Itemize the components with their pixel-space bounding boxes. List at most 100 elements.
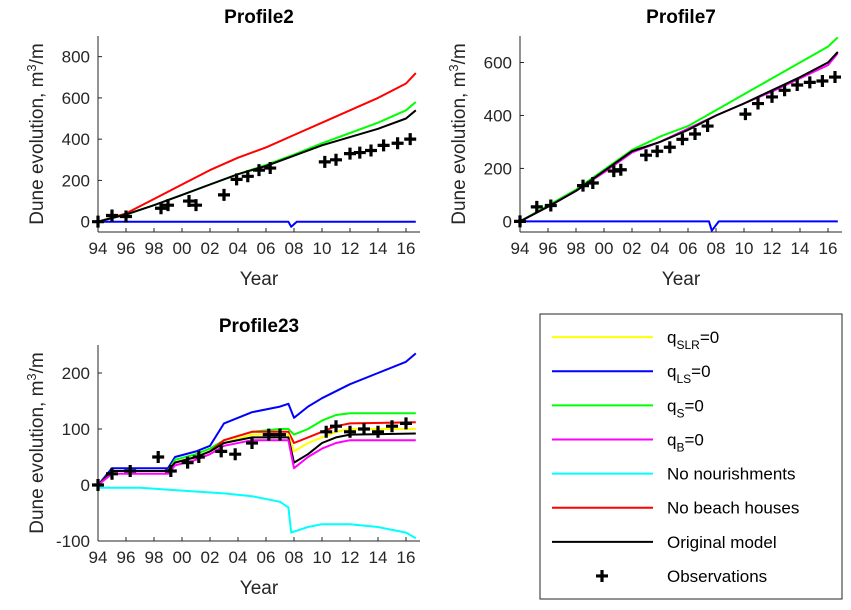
- observation-marker: [274, 428, 286, 441]
- x-tick-label: 98: [145, 239, 164, 258]
- x-axis-label: Year: [662, 269, 701, 290]
- observation-marker: [614, 163, 627, 176]
- legend-item: qSLR=0: [552, 328, 719, 352]
- legend-box: [539, 313, 843, 600]
- y-axis-label: Dune evolution, m3/m: [24, 352, 48, 534]
- legend-item: qLS=0: [552, 362, 711, 386]
- x-tick-label: 10: [313, 548, 332, 567]
- observation-marker: [120, 210, 132, 223]
- x-tick-label: 04: [651, 239, 670, 258]
- legend-label-tail: =0: [684, 430, 703, 449]
- legend-label: Original model: [667, 533, 777, 552]
- observation-marker: [577, 179, 589, 192]
- y-tick-label: 600: [62, 89, 90, 108]
- legend-label-main: No nourishments: [667, 465, 796, 484]
- legend-label-tail: =0: [684, 396, 703, 415]
- legend-label-subscript: B: [676, 440, 684, 454]
- series-line: [98, 352, 417, 486]
- observation-marker: [320, 425, 333, 438]
- x-tick-label: 08: [285, 548, 304, 567]
- observation-marker: [192, 451, 205, 463]
- series-line: [98, 486, 417, 540]
- y-tick-label: 200: [484, 159, 512, 178]
- y-axis-label-superscript: 3: [24, 64, 39, 71]
- y-axis-label-superscript: 3: [24, 373, 39, 380]
- y-axis-label-superscript: 3: [446, 64, 461, 71]
- plot-title: Profile2: [224, 7, 294, 28]
- legend-label-main: q: [667, 328, 676, 347]
- x-tick-label: 16: [397, 239, 416, 258]
- x-tick-label: 08: [707, 239, 726, 258]
- x-tick-label: 06: [679, 239, 698, 258]
- observation-marker: [391, 137, 404, 150]
- x-tick-label: 96: [117, 239, 136, 258]
- x-tick-label: 06: [257, 239, 276, 258]
- plot-2: Profile7 0 200 400 600 94 96 98 00 02 04 06 08 10 12 14…: [446, 7, 842, 290]
- x-axis-label: Year: [240, 578, 279, 599]
- observation-marker: [803, 76, 816, 89]
- y-tick-label: 400: [484, 106, 512, 125]
- x-tick-label: 96: [539, 239, 558, 258]
- observation-marker: [816, 75, 829, 88]
- observation-marker: [106, 467, 118, 480]
- observation-marker: [586, 177, 599, 189]
- legend-label: qB=0: [667, 430, 704, 454]
- observation-marker: [318, 155, 331, 168]
- observation-marker: [152, 451, 165, 463]
- y-tick-label: 200: [62, 171, 90, 190]
- legend-label-main: Original model: [667, 533, 777, 552]
- x-tick-label: 12: [341, 239, 360, 258]
- observation-marker: [264, 162, 277, 175]
- observation-marker: [663, 141, 676, 154]
- observation-marker: [92, 479, 104, 491]
- observation-marker: [262, 428, 275, 441]
- legend-label-main: q: [667, 362, 676, 381]
- observation-marker: [739, 108, 752, 121]
- observation-marker: [358, 423, 370, 435]
- observation-marker: [372, 425, 384, 438]
- observation-marker: [253, 164, 265, 177]
- observation-marker: [689, 128, 701, 140]
- y-axis-label-main: Dune evolution, m: [27, 72, 48, 225]
- observations-group: [92, 133, 417, 228]
- series-line: [98, 432, 416, 486]
- x-tick-label: 14: [369, 239, 388, 258]
- y-axis-label-main: Dune evolution, m: [449, 72, 470, 225]
- observation-marker: [183, 195, 195, 208]
- x-tick-label: 16: [397, 548, 416, 567]
- observation-marker: [330, 153, 342, 166]
- observation-marker: [514, 215, 526, 228]
- x-tick-label: 02: [623, 239, 642, 258]
- series-line: [98, 439, 416, 486]
- legend-item: qS=0: [552, 396, 704, 420]
- observation-marker: [164, 465, 177, 477]
- x-tick-label: 98: [145, 548, 164, 567]
- y-tick-label: 200: [62, 364, 90, 383]
- plot-title: Profile23: [219, 316, 299, 337]
- legend-item: Observations: [596, 567, 767, 586]
- y-axis-label-main: Dune evolution, m: [27, 381, 48, 534]
- observation-marker: [162, 199, 174, 212]
- x-tick-label: 04: [229, 239, 248, 258]
- observations-group: [514, 71, 841, 228]
- observation-marker: [155, 202, 167, 215]
- x-tick-label: 06: [257, 548, 276, 567]
- y-axis-label-tail: /m: [27, 352, 48, 373]
- observation-marker: [181, 456, 194, 469]
- x-tick-label: 08: [285, 239, 304, 258]
- legend-label-tail: =0: [700, 328, 719, 347]
- legend-item: Original model: [552, 533, 777, 552]
- legend-label: No nourishments: [667, 465, 796, 484]
- legend-label-main: No beach houses: [667, 499, 799, 518]
- observation-marker: [365, 144, 377, 157]
- y-tick-label: 0: [81, 213, 90, 232]
- y-tick-label: 400: [62, 130, 90, 149]
- observation-marker: [752, 97, 764, 110]
- y-tick-label: 800: [62, 48, 90, 67]
- observation-marker: [229, 448, 242, 461]
- y-tick-label: 0: [81, 476, 90, 495]
- series-group: [98, 72, 417, 228]
